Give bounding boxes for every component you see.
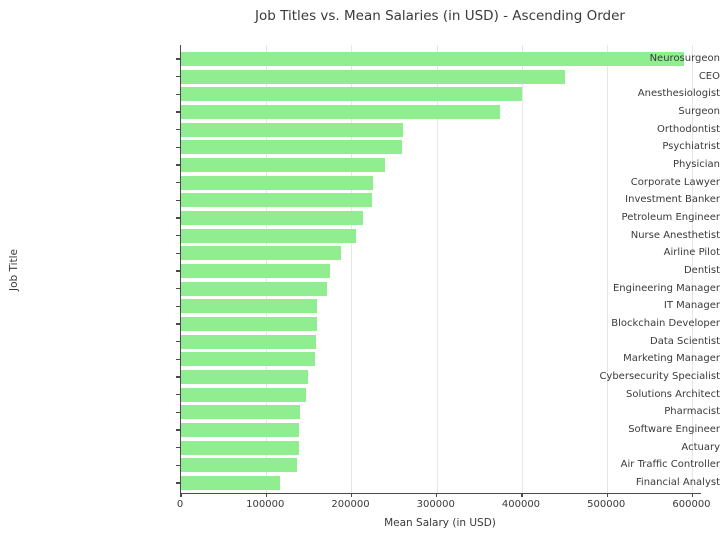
bar (181, 175, 373, 190)
y-tick-label: IT Manager (663, 300, 720, 312)
x-tick-label: 400000 (501, 499, 541, 510)
y-tick-mark (176, 464, 180, 467)
y-tick-mark (176, 305, 180, 308)
x-tick-mark (521, 493, 523, 497)
y-tick-mark (176, 270, 180, 272)
y-tick-label: Actuary (681, 441, 720, 453)
chart-title: Job Titles vs. Mean Salaries (in USD) - … (255, 8, 625, 24)
y-tick-label: Airline Pilot (663, 247, 720, 259)
y-tick-label: Data Scientist (650, 335, 720, 347)
gridline (436, 45, 438, 493)
y-tick-mark (176, 129, 180, 131)
gridline (692, 45, 694, 493)
y-tick-label: Engineering Manager (612, 282, 720, 294)
y-tick-label: Investment Banker (625, 194, 720, 206)
y-tick-label: Psychiatrist (662, 141, 720, 153)
gridline (351, 45, 353, 493)
bar (181, 264, 331, 279)
y-tick-mark (176, 58, 180, 60)
y-tick-label: Neurosurgeon (649, 53, 720, 64)
bar (181, 352, 315, 367)
y-tick-mark (176, 235, 180, 237)
y-tick-mark (176, 199, 180, 201)
x-axis-label: Mean Salary (in USD) (384, 517, 496, 529)
y-tick-label: Petroleum Engineer (621, 212, 720, 224)
bar (181, 423, 300, 438)
bar (181, 440, 299, 455)
y-tick-label: Corporate Lawyer (630, 176, 720, 188)
y-tick-mark (176, 182, 180, 184)
y-tick-label: Cybersecurity Specialist (599, 371, 720, 383)
y-tick-label: Anesthesiologist (637, 88, 720, 100)
y-tick-mark (176, 482, 180, 484)
y-tick-label: Nurse Anesthetist (630, 229, 720, 241)
x-tick-mark (436, 493, 438, 497)
bar (181, 334, 316, 349)
y-tick-mark (176, 358, 180, 361)
bar (181, 405, 301, 420)
y-tick-mark (176, 429, 180, 431)
y-tick-mark (176, 288, 180, 290)
y-tick-mark (176, 411, 180, 414)
bar (181, 87, 522, 102)
bar (181, 458, 297, 473)
y-tick-label: Financial Analyst (635, 477, 720, 489)
gridline (607, 45, 609, 493)
x-tick-mark (350, 493, 353, 497)
x-tick-mark (606, 493, 608, 497)
y-tick-mark (176, 376, 180, 378)
y-tick-label: Air Traffic Controller (620, 459, 720, 471)
y-tick-label: Software Engineer (628, 424, 720, 436)
x-tick-label: 500000 (587, 499, 626, 510)
bar (181, 193, 372, 208)
y-tick-label: Blockchain Developer (611, 318, 720, 330)
bar (181, 370, 309, 385)
bar (181, 211, 364, 226)
bar (181, 317, 317, 332)
y-tick-mark (176, 252, 180, 255)
y-tick-mark (176, 341, 180, 343)
bar (181, 140, 402, 155)
y-tick-mark (176, 111, 180, 113)
y-tick-label: Physician (672, 159, 720, 171)
y-tick-mark (176, 447, 180, 449)
x-tick-label: 0 (176, 499, 184, 510)
y-tick-mark (176, 394, 180, 396)
x-tick-label: 300000 (416, 499, 455, 510)
y-tick-mark (176, 146, 180, 148)
bar (181, 228, 356, 243)
bar (181, 69, 565, 84)
bar (181, 52, 684, 66)
bar (181, 246, 342, 261)
y-tick-mark (176, 217, 180, 219)
x-tick-label: 600000 (672, 499, 711, 510)
x-tick-label: 200000 (331, 499, 370, 510)
y-tick-label: Dentist (683, 265, 720, 277)
y-tick-label: Orthodontist (657, 123, 720, 135)
bar (181, 158, 385, 173)
y-tick-label: Marketing Manager (623, 353, 720, 365)
gridline (521, 45, 523, 493)
plot-area (176, 45, 701, 497)
bar (181, 122, 404, 137)
bar (181, 387, 307, 402)
y-axis-label: Job Title (8, 248, 20, 292)
y-tick-mark (176, 93, 180, 95)
bar (181, 105, 500, 119)
bar (181, 476, 280, 491)
y-tick-mark (176, 76, 180, 78)
y-tick-label: Pharmacist (664, 406, 720, 418)
x-tick-mark (180, 493, 182, 497)
x-tick-mark (691, 493, 694, 497)
y-tick-label: Solutions Architect (626, 388, 720, 400)
y-tick-mark (176, 164, 180, 166)
bar (181, 299, 318, 314)
bar (181, 281, 327, 296)
x-tick-label: 100000 (246, 499, 285, 510)
y-tick-label: CEO (698, 70, 720, 82)
x-tick-mark (265, 493, 267, 497)
y-tick-mark (176, 323, 180, 325)
y-tick-label: Surgeon (678, 106, 720, 117)
